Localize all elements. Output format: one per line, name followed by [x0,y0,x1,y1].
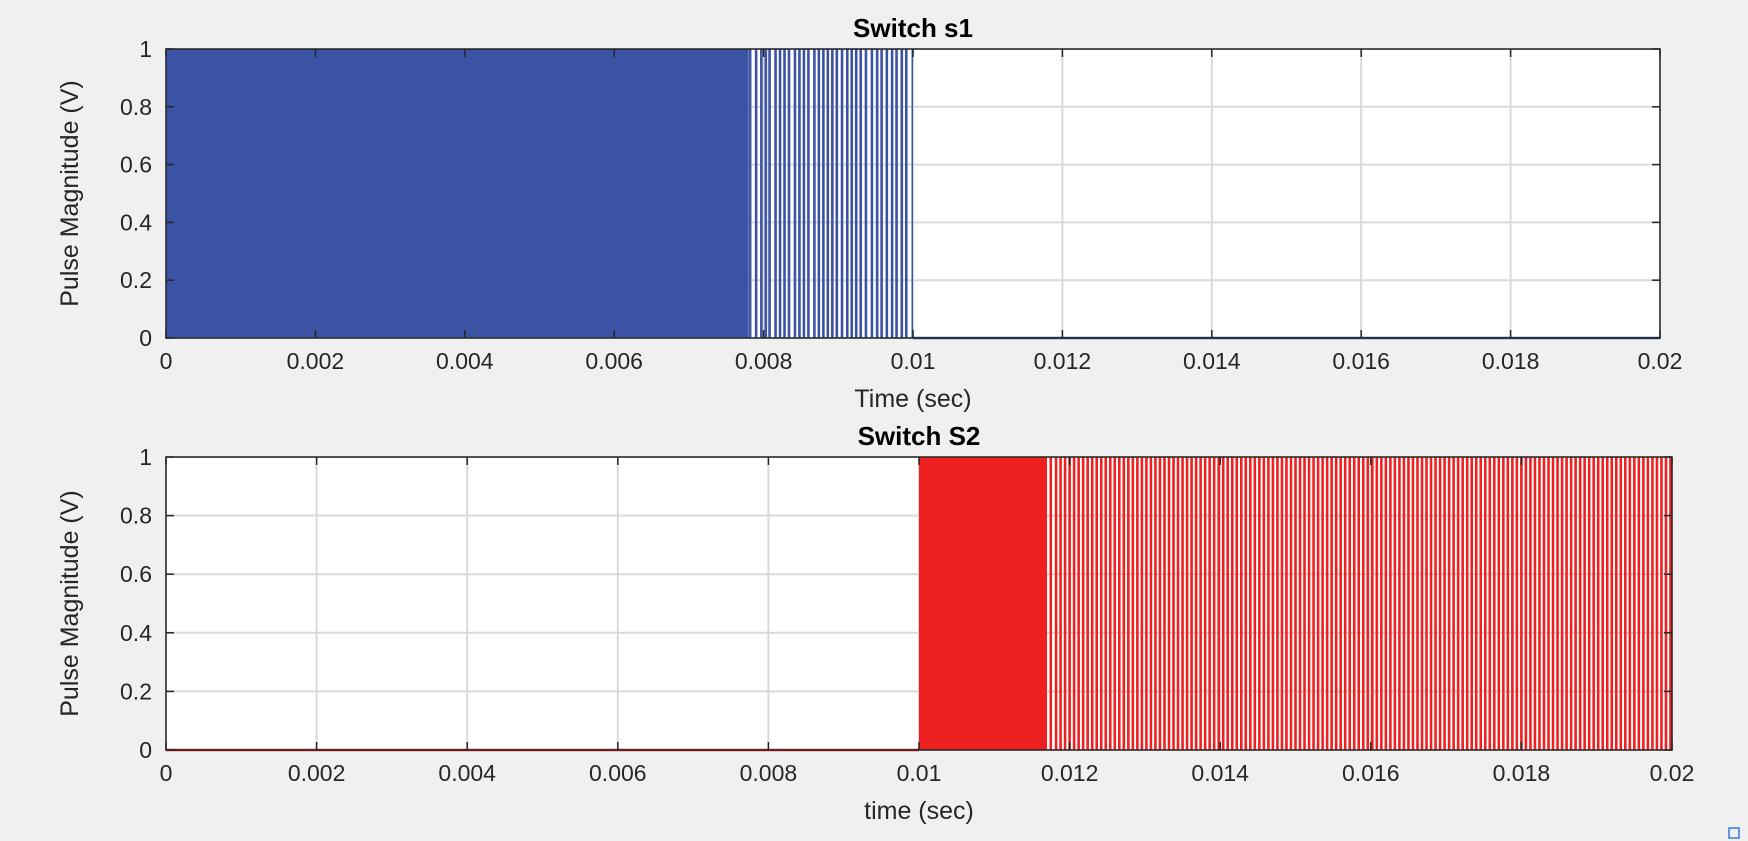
y-tick-label: 0 [139,737,152,763]
x-tick-label: 0.012 [1034,348,1092,374]
x-tick-label: 0.002 [287,348,345,374]
x-tick-label: 0.018 [1493,760,1551,786]
y-tick-label: 0.6 [120,152,152,178]
y-axis-label: Pulse Magnitude (V) [56,80,84,307]
y-tick-label: 1 [139,36,152,62]
y-tick-label: 1 [139,444,152,470]
resize-corner-icon[interactable] [1728,827,1740,839]
y-tick-label: 0.8 [120,94,152,120]
x-tick-label: 0.02 [1650,760,1695,786]
x-tick-label: 0 [160,348,173,374]
x-tick-label: 0.012 [1041,760,1099,786]
y-tick-label: 0.4 [120,620,152,646]
x-tick-labels: 0 0.002 0.004 0.006 0.008 0.01 0.012 0.014 0.016… [160,760,1695,786]
x-tick-label: 0.014 [1183,348,1241,374]
x-tick-label: 0.016 [1332,348,1390,374]
x-tick-label: 0.004 [438,760,496,786]
x-tick-label: 0 [160,760,173,786]
y-tick-label: 0.8 [120,503,152,529]
y-axis-label: Pulse Magnitude (V) [56,490,84,717]
y-tick-label: 0.2 [120,678,152,704]
y-tick-labels: 0 0.2 0.4 0.6 0.8 1 [120,36,152,351]
x-axis-label: time (sec) [864,797,974,825]
x-tick-label: 0.008 [735,348,793,374]
x-tick-label: 0.016 [1342,760,1400,786]
x-tick-label: 0.01 [891,348,936,374]
chart-title: Switch s1 [853,13,973,43]
y-tick-label: 0.6 [120,561,152,587]
dense-pulse-block [166,49,749,338]
x-axis-label: Time (sec) [854,385,971,413]
x-tick-label: 0.002 [288,760,346,786]
y-tick-labels: 0 0.2 0.4 0.6 0.8 1 [120,444,152,763]
x-tick-label: 0.018 [1482,348,1540,374]
pulse-series-s1 [166,49,1660,340]
y-tick-label: 0.2 [120,267,152,293]
y-tick-label: 0.4 [120,209,152,235]
subplot-switch-s1: 0 0.002 0.004 0.006 0.008 0.01 0.012 0.014 0.016… [56,13,1682,413]
x-tick-label: 0.01 [897,760,942,786]
x-tick-label: 0.006 [589,760,647,786]
x-tick-label: 0.008 [740,760,798,786]
pulse-series-s2 [166,457,1672,752]
chart-title: Switch S2 [858,421,981,451]
dense-pulse-block [911,49,913,338]
x-tick-labels: 0 0.002 0.004 0.006 0.008 0.01 0.012 0.014 0.016… [160,348,1683,374]
x-tick-label: 0.006 [585,348,643,374]
ticks [165,456,1673,751]
subplot-switch-s2: 0 0.002 0.004 0.006 0.008 0.01 0.012 0.014 0.016… [56,421,1694,825]
y-tick-label: 0 [139,325,152,351]
x-tick-label: 0.014 [1191,760,1249,786]
dense-pulse-block [919,457,1048,750]
ticks [165,48,1661,339]
x-tick-label: 0.02 [1638,348,1683,374]
x-tick-label: 0.004 [436,348,494,374]
